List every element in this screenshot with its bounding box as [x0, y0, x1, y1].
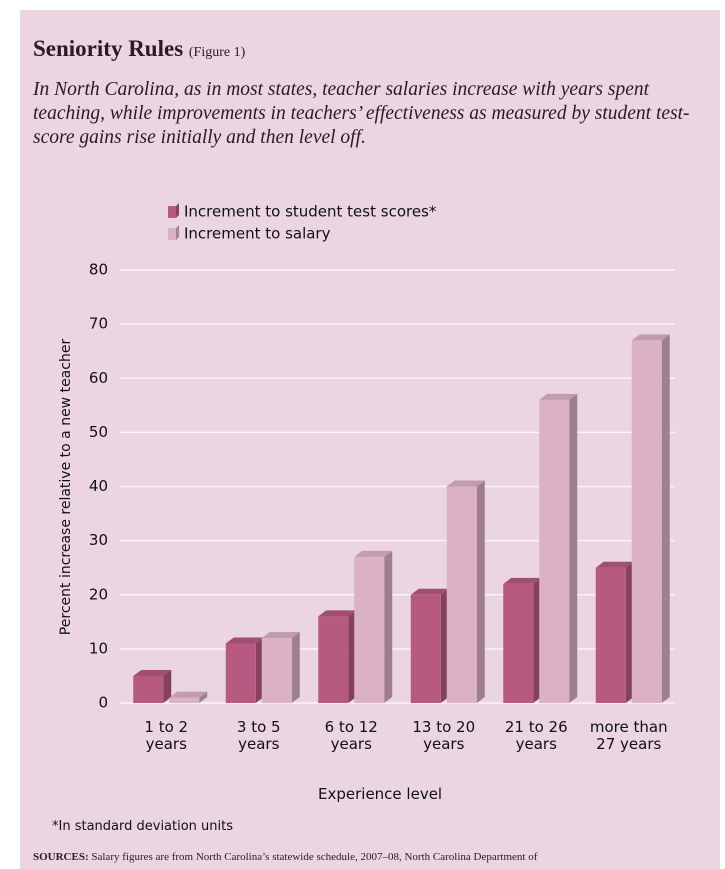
bar-top — [169, 691, 208, 698]
title: Seniority Rules (Figure 1) — [33, 36, 245, 62]
subtitle: In North Carolina, as in most states, te… — [33, 79, 690, 148]
bar-side — [291, 632, 300, 703]
bar-side — [661, 334, 670, 703]
x-tick-label: 3 to 5 years — [236, 718, 281, 753]
bar — [225, 643, 256, 703]
bar-side — [384, 550, 393, 703]
bar-top — [503, 577, 542, 584]
chart-title: Seniority Rules — [33, 36, 184, 61]
y-tick-label: 50 — [89, 423, 108, 441]
bar — [410, 594, 441, 703]
bar-side — [476, 480, 485, 703]
y-tick-label: 20 — [89, 585, 108, 603]
panel — [20, 10, 720, 869]
x-tick-label: 1 to 2 years — [144, 718, 189, 753]
bar-side — [163, 669, 172, 703]
y-tick-label: 70 — [89, 315, 108, 333]
legend-swatch — [168, 228, 176, 240]
y-tick-label: 60 — [89, 369, 108, 387]
bar-top — [225, 637, 264, 644]
bar-top — [354, 550, 393, 557]
x-tick-label: 21 to 26 years — [504, 718, 568, 753]
figure-label: (Figure 1) — [188, 45, 246, 60]
legend-label: Increment to salary — [184, 225, 331, 243]
bar-top — [261, 632, 300, 639]
bar-top — [631, 334, 670, 341]
bar — [169, 697, 200, 703]
bar — [631, 340, 662, 703]
sources-label: SOURCES: — [33, 851, 89, 863]
bar — [539, 399, 570, 703]
x-tick-label: 6 to 12 years — [324, 718, 378, 753]
bar — [133, 675, 164, 703]
y-tick-label: 40 — [89, 477, 108, 495]
y-tick-label: 10 — [89, 639, 108, 657]
bar-side — [569, 393, 578, 703]
y-tick-label: 80 — [89, 261, 108, 279]
sources: SOURCES: Salary figures are from North C… — [33, 851, 537, 863]
bar-side — [199, 691, 208, 703]
bar-top — [539, 393, 578, 400]
x-tick-label: more than 27 years — [589, 718, 668, 753]
bar-top — [595, 561, 634, 568]
bar — [354, 556, 385, 703]
y-tick-label: 30 — [89, 531, 108, 549]
bar-top — [318, 610, 357, 617]
bar — [595, 567, 626, 703]
bar — [503, 583, 534, 703]
x-tick-label: 13 to 20 years — [412, 718, 476, 753]
bar-top — [446, 480, 485, 487]
y-axis-label: Percent increase relative to a new teach… — [58, 339, 74, 636]
sources-text: Salary figures are from North Carolina’s… — [91, 851, 538, 863]
y-tick-label: 0 — [98, 694, 108, 712]
bar — [261, 638, 292, 703]
bar — [446, 486, 477, 703]
legend-swatch-side — [176, 203, 179, 218]
bar — [318, 616, 349, 703]
footnote: *In standard deviation units — [52, 819, 234, 834]
legend-swatch — [168, 206, 176, 218]
legend-swatch-side — [176, 225, 179, 240]
bar-top — [410, 588, 449, 595]
x-axis-label: Experience level — [318, 785, 443, 803]
legend-label: Increment to student test scores* — [184, 203, 437, 221]
bar-top — [133, 669, 172, 676]
